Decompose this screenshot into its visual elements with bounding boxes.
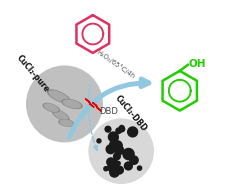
Circle shape <box>97 139 101 143</box>
Circle shape <box>108 132 118 142</box>
Ellipse shape <box>43 103 59 112</box>
Polygon shape <box>85 99 94 107</box>
Ellipse shape <box>44 104 58 111</box>
Circle shape <box>114 171 118 175</box>
FancyArrowPatch shape <box>88 84 97 150</box>
Circle shape <box>123 149 134 160</box>
Circle shape <box>106 145 115 154</box>
Circle shape <box>119 126 125 132</box>
Circle shape <box>110 159 118 167</box>
Circle shape <box>116 128 121 133</box>
Circle shape <box>110 140 118 149</box>
Circle shape <box>119 169 123 173</box>
Ellipse shape <box>49 91 68 102</box>
Circle shape <box>109 159 113 164</box>
Circle shape <box>114 153 120 160</box>
Ellipse shape <box>64 100 81 108</box>
Circle shape <box>108 163 117 172</box>
FancyArrowPatch shape <box>69 79 149 137</box>
Circle shape <box>89 119 153 183</box>
Circle shape <box>119 125 124 130</box>
Circle shape <box>111 134 118 141</box>
Circle shape <box>128 127 138 137</box>
Text: H₂O₂/65°C/4h: H₂O₂/65°C/4h <box>95 49 136 80</box>
Ellipse shape <box>54 111 68 120</box>
Ellipse shape <box>59 120 74 126</box>
Circle shape <box>104 167 108 171</box>
Polygon shape <box>92 102 101 111</box>
Circle shape <box>27 66 102 142</box>
Circle shape <box>130 156 138 164</box>
Ellipse shape <box>52 110 69 121</box>
Ellipse shape <box>62 99 82 108</box>
Circle shape <box>105 126 111 132</box>
Circle shape <box>137 166 142 170</box>
Text: CuCl₂-DBD: CuCl₂-DBD <box>113 94 148 133</box>
Circle shape <box>125 162 132 170</box>
Circle shape <box>112 141 122 151</box>
Ellipse shape <box>60 120 73 126</box>
Ellipse shape <box>48 90 70 103</box>
Circle shape <box>115 146 124 155</box>
Text: CuCl₂-pure: CuCl₂-pure <box>14 53 51 94</box>
Text: OH: OH <box>189 59 206 69</box>
Text: DBD: DBD <box>99 107 118 116</box>
Circle shape <box>107 158 115 166</box>
Circle shape <box>110 168 119 177</box>
Circle shape <box>116 161 120 165</box>
Circle shape <box>116 166 123 174</box>
